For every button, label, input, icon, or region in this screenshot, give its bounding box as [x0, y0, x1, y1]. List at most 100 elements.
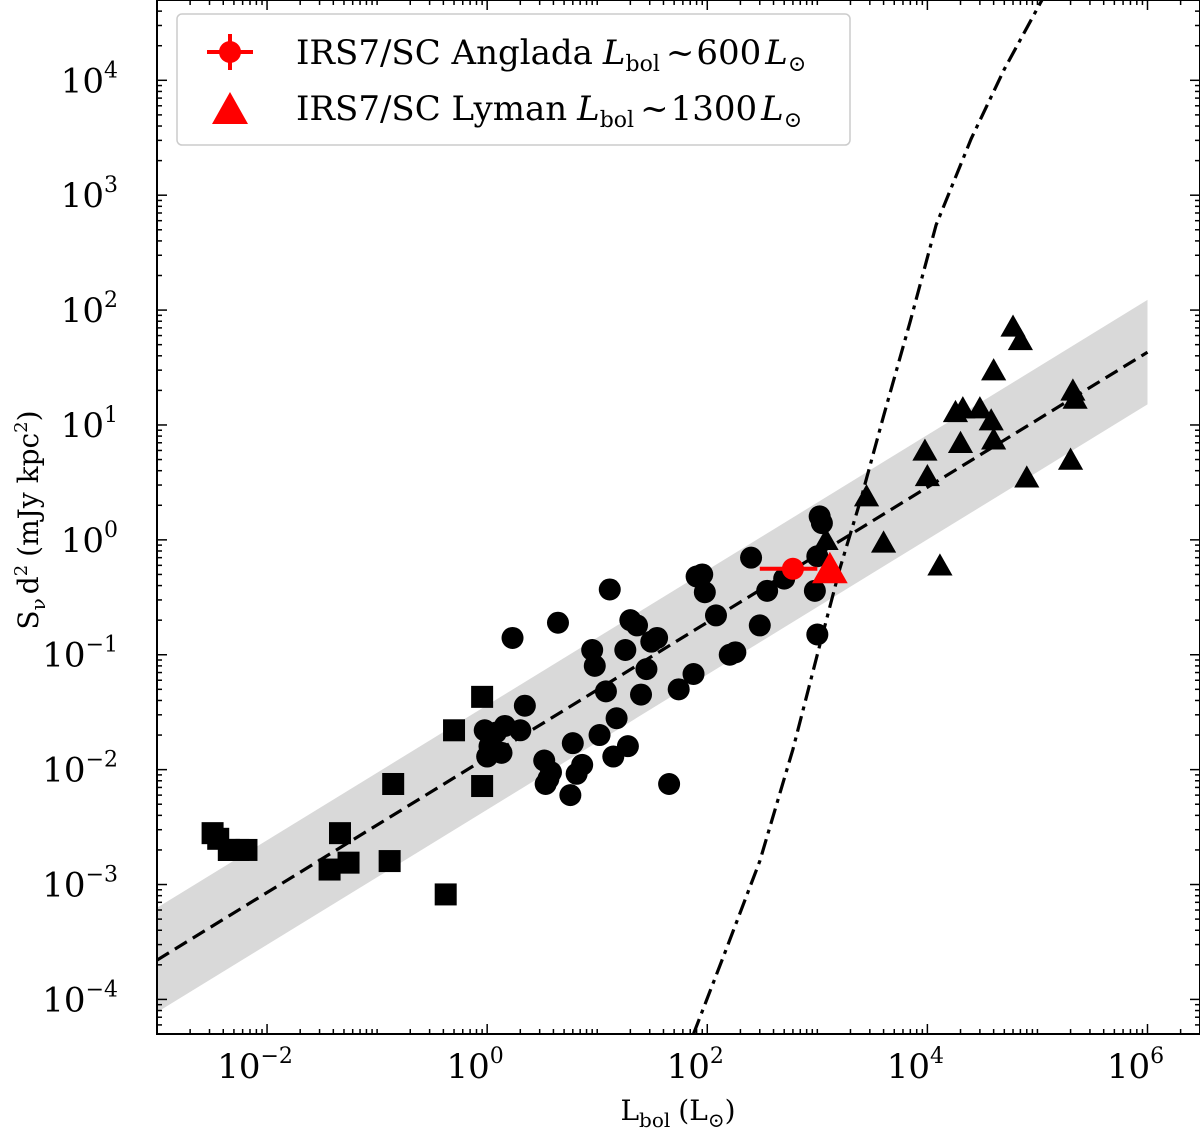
circles-point [614, 638, 637, 661]
y-tick-label: 10−3 [42, 863, 118, 906]
triangles-point [1014, 465, 1040, 488]
triangles-point [813, 527, 839, 551]
squares-point [471, 775, 494, 798]
legend-lyman-value: 1300 [671, 89, 758, 129]
circles-point [691, 563, 714, 586]
circles-point [513, 694, 536, 717]
y-label-rest: d [12, 576, 45, 594]
x-label-sub: bol [639, 1108, 670, 1129]
circles-point [571, 753, 594, 776]
squares-point [382, 772, 405, 795]
y-tick-label: 103 [61, 173, 118, 216]
circles-point [501, 626, 524, 649]
x-tick-label: 10−2 [217, 1044, 293, 1087]
irs7-sc-lyman-point [812, 551, 848, 584]
circles-point [490, 741, 513, 764]
triangles-point [967, 396, 993, 419]
circles-point [646, 626, 669, 649]
squares-point [217, 838, 240, 861]
squares-point [378, 850, 401, 873]
triangles-point [1062, 386, 1088, 409]
triangles-point [981, 427, 1007, 450]
x-label-main: L [620, 1094, 639, 1127]
squares-point [337, 851, 360, 874]
threshold-curve [692, 0, 1044, 1034]
circles-point [756, 579, 779, 602]
legend-lyman-math: L [576, 89, 600, 129]
legend-lyman-marker [212, 92, 248, 124]
y-label-units-close: ) [12, 410, 45, 421]
y-label-main: S [12, 610, 45, 629]
y-tick-label: 104 [61, 58, 118, 101]
legend-entry-lyman: IRS7/SC Lyman Lbol ~1300 L⊙ [212, 89, 802, 133]
legend-anglada-unit-sub: ⊙ [788, 52, 806, 77]
triangles-point [947, 430, 974, 453]
legend-entry-anglada: IRS7/SC Anglada Lbol ~600 L⊙ [207, 33, 806, 77]
circles-point [704, 604, 727, 627]
circles-point [806, 623, 829, 646]
circles-point [693, 581, 716, 604]
circles-point [546, 611, 569, 634]
y-label-sup: 2 [11, 565, 32, 576]
circles-point [539, 761, 562, 784]
legend-anglada-math: L [602, 33, 626, 73]
triangles-point [914, 463, 940, 487]
squares-point [328, 822, 351, 845]
circles-point [509, 719, 532, 742]
y-tick-label: 10−1 [42, 633, 118, 676]
x-tick-label: 100 [447, 1044, 504, 1087]
y-tick-label: 10−2 [42, 748, 118, 791]
plot-frame [156, 0, 1200, 1035]
circles-point [740, 546, 763, 569]
circles-point [605, 707, 628, 730]
squares-point [471, 685, 494, 708]
squares-point [235, 838, 258, 861]
legend-anglada-math-sub: bol [626, 52, 660, 77]
circles-point [594, 680, 617, 703]
circles-point [588, 724, 611, 747]
triangles-point [981, 358, 1007, 381]
circles-point [724, 641, 747, 664]
x-tick-label: 102 [667, 1044, 724, 1087]
triangles-point [1057, 447, 1084, 470]
triangles-point [927, 553, 953, 576]
fit-uncertainty-band [157, 299, 1148, 1013]
legend-anglada-unit: L [764, 33, 788, 73]
triangles-point [912, 438, 938, 461]
triangles-point [1007, 327, 1033, 351]
circles-point [682, 662, 705, 685]
x-label-units: (L [678, 1094, 708, 1127]
circles-point [667, 678, 690, 701]
legend-lyman-math-sub: bol [600, 108, 634, 133]
y-tick-label: 102 [61, 288, 118, 331]
legend-anglada-rel: ~ [666, 33, 695, 73]
squares-point [434, 883, 457, 906]
x-label-units-close: ) [725, 1094, 736, 1127]
circles-point [803, 579, 826, 602]
legend-lyman-label: IRS7/SC Lyman [296, 89, 567, 129]
y-tick-label: 101 [61, 403, 118, 446]
squares-point [318, 858, 341, 881]
x-tick-label: 104 [887, 1044, 944, 1087]
y-tick-label: 100 [61, 518, 118, 561]
circles-point [626, 614, 649, 637]
circles-point [630, 683, 653, 706]
circles-point [658, 772, 681, 795]
y-label-sub: ν [26, 598, 50, 610]
x-tick-label: 106 [1107, 1044, 1164, 1087]
circles-point [635, 658, 658, 681]
legend: IRS7/SC Anglada Lbol ~600 L⊙ IRS7/SC Lyman L… [176, 13, 851, 146]
circles-point [559, 784, 582, 807]
y-label-units-sup: 2 [11, 421, 32, 432]
x-label-units-sym: ⊙ [708, 1108, 725, 1129]
legend-lyman-rel: ~ [640, 89, 669, 129]
legend-frame [176, 13, 851, 146]
circles-point [583, 654, 606, 677]
legend-lyman-text: IRS7/SC Lyman Lbol ~1300 L⊙ [296, 89, 802, 133]
circles-point [598, 578, 621, 601]
triangles-point [950, 396, 976, 419]
triangles-point [978, 408, 1004, 431]
x-axis-label: Lbol (L⊙) [620, 1094, 735, 1129]
legend-anglada-label: IRS7/SC Anglada [296, 33, 593, 73]
